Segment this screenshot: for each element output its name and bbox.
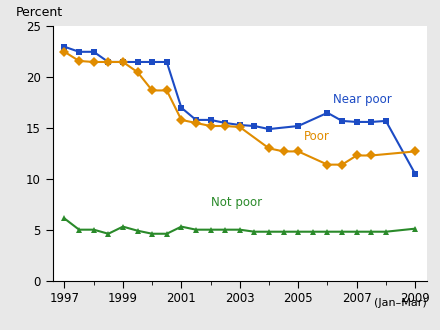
Text: Not poor: Not poor	[211, 196, 262, 209]
Text: (Jan–Mar): (Jan–Mar)	[374, 298, 427, 308]
Text: Percent: Percent	[15, 6, 62, 19]
Text: Poor: Poor	[304, 130, 330, 143]
Text: Near poor: Near poor	[334, 93, 392, 106]
